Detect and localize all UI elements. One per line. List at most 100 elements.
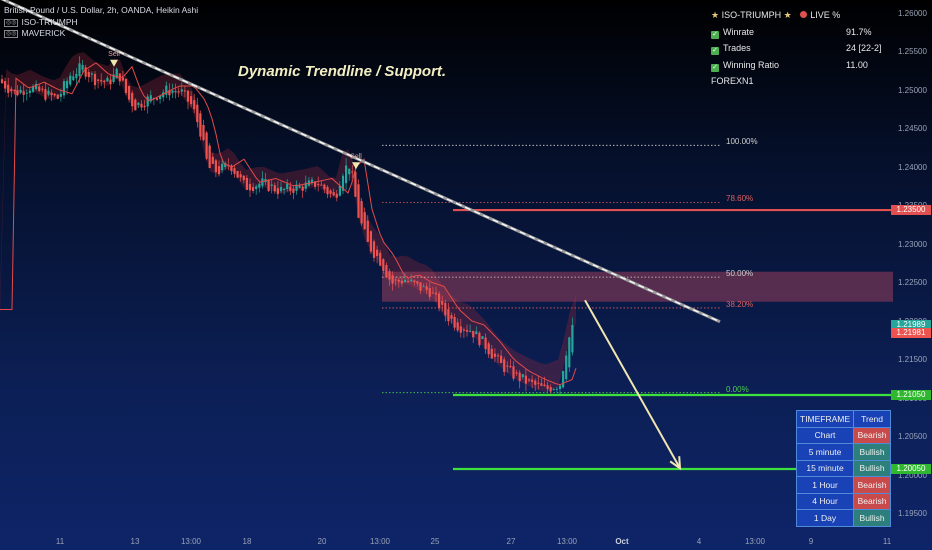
candle-body (441, 300, 444, 305)
candle-body (323, 184, 326, 190)
candle-body (115, 68, 118, 79)
candle-body (87, 72, 90, 78)
candle-body (75, 73, 78, 79)
candle-body (159, 95, 162, 100)
candle-body (444, 302, 447, 316)
candle-body (335, 193, 338, 198)
candles (0, 56, 574, 395)
candle-body (128, 85, 131, 100)
timeframe-cell: 5 minute (795, 443, 855, 461)
candle-body (205, 132, 208, 159)
fib-label: 0.00% (726, 384, 749, 394)
live-label: LIVE % (810, 10, 841, 20)
stat-value: 11.00 (846, 59, 868, 70)
candle-body (558, 385, 562, 390)
candle-body (345, 165, 348, 184)
candle-body (298, 185, 301, 188)
stat-value: 24 [22-2] (846, 43, 882, 53)
live-dot-icon (800, 11, 808, 18)
candle-body (174, 91, 177, 93)
arrow-head-icon (669, 456, 682, 471)
candle-body (47, 90, 50, 95)
candle-body (252, 187, 255, 191)
candle-body (469, 330, 472, 332)
candle-body (527, 379, 531, 381)
candle-body (7, 84, 10, 93)
x-tick-label: 13:00 (556, 537, 578, 546)
candle-body (273, 185, 276, 192)
candle-body (13, 90, 16, 92)
candle-body (100, 80, 103, 82)
candle-body (465, 330, 469, 332)
y-tick-label: 1.24500 (898, 124, 927, 134)
current-price-label: 1.21981 (891, 328, 931, 339)
candle-body (515, 372, 518, 374)
candle-body (230, 165, 233, 172)
candle-body (518, 372, 521, 382)
timeframe-cell: 4 Hour (795, 492, 855, 510)
candle-body (363, 212, 366, 230)
candle-body (190, 96, 193, 105)
resistance-price-label: 1.23500 (891, 205, 931, 216)
candle-body (186, 90, 190, 102)
candle-body (62, 81, 66, 96)
candle-body (103, 80, 106, 83)
candle-body (131, 92, 134, 107)
candle-body (360, 201, 363, 224)
y-tick-label: 1.20500 (898, 432, 927, 442)
indicator-maverick[interactable]: ◎◎ MAVERICK (4, 28, 65, 38)
x-tick-label: 9 (808, 537, 814, 546)
candle-body (546, 385, 549, 389)
indicator-iso-triumph[interactable]: ◎◎ ISO-TRIUMPH (4, 17, 78, 27)
candle-body (521, 374, 524, 377)
candle-body (565, 355, 568, 380)
stat-label: Winrate (723, 26, 755, 37)
check-icon: ✓ (711, 47, 719, 55)
candle-body (168, 90, 171, 96)
candle-body (10, 88, 13, 92)
candle-body (217, 166, 221, 175)
x-tick-label: 4 (696, 537, 702, 546)
candle-body (348, 168, 351, 175)
candle-body (137, 102, 140, 105)
candle-body (267, 180, 270, 192)
support-price-label: 1.20050 (891, 463, 931, 474)
candle-body (472, 330, 475, 338)
candle-body (320, 184, 323, 186)
candle-body (568, 337, 571, 368)
candle-body (279, 187, 283, 192)
candle-body (496, 355, 500, 357)
candle-body (407, 280, 410, 282)
timeframe-cell: 15 minute (795, 459, 855, 477)
candle-body (537, 382, 540, 384)
stats-header: ★ ISO-TRIUMPH ★ LIVE % (711, 7, 881, 24)
candle-body (292, 188, 295, 193)
candle-body (549, 387, 552, 392)
candle-body (242, 175, 245, 181)
candle-body (165, 85, 168, 95)
candle-body (503, 359, 506, 372)
trend-cell: Bullish (853, 443, 892, 461)
trend-cell: Bearish (853, 476, 892, 494)
candle-body (478, 332, 481, 346)
candle-body (25, 92, 28, 94)
trend-cell: Bullish (853, 459, 892, 477)
candle-body (289, 186, 292, 191)
candle-body (531, 379, 534, 382)
red-cloud-band (0, 52, 576, 393)
y-tick-label: 1.21500 (898, 355, 927, 365)
candle-body (338, 185, 341, 196)
projection-arrow (584, 299, 681, 469)
candle-body (208, 145, 211, 168)
candle-body (385, 265, 388, 278)
fib-label: 38.20% (726, 299, 754, 309)
candle-body (239, 174, 242, 178)
candle-body (162, 92, 165, 98)
candle-body (459, 326, 462, 333)
stats-row: ✓ Winning Ratio 11.00 (711, 57, 881, 74)
candle-body (283, 188, 286, 190)
candle-body (143, 105, 146, 108)
candle-body (509, 366, 512, 368)
